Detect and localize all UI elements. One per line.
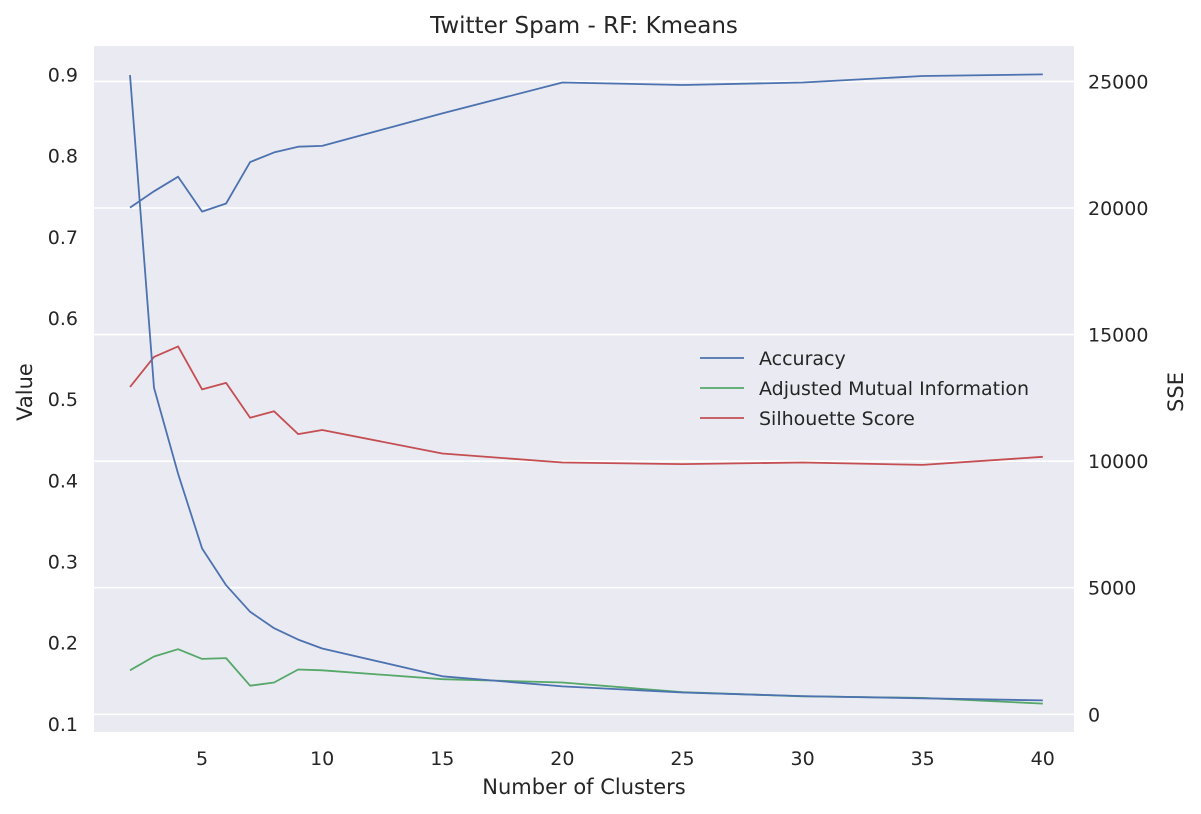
y-tick-label: 0.9 xyxy=(48,64,78,86)
x-tick-label: 10 xyxy=(310,748,334,770)
x-tick-label: 30 xyxy=(790,748,814,770)
x-tick-label: 5 xyxy=(196,748,208,770)
legend-entry-silhouette-score: Silhouette Score xyxy=(759,408,915,430)
series-line-silhouette-score xyxy=(129,345,1043,466)
y2-tick-labels: 0 5000 10000 15000 20000 25000 xyxy=(1088,71,1148,726)
gridlines xyxy=(94,80,1074,716)
y2-tick-label: 5000 xyxy=(1088,578,1136,600)
y2-tick-label: 20000 xyxy=(1088,198,1148,220)
x-tick-label: 15 xyxy=(430,748,454,770)
y-tick-label: 0.2 xyxy=(48,633,78,655)
legend-entry-accuracy: Accuracy xyxy=(759,348,846,370)
y-tick-label: 0.4 xyxy=(48,470,78,492)
x-tick-label: 20 xyxy=(550,748,574,770)
x-tick-label: 40 xyxy=(1031,748,1055,770)
y-axis-label: Value xyxy=(13,363,37,421)
legend: Accuracy Adjusted Mutual Information Silho… xyxy=(700,348,1029,430)
y2-tick-label: 10000 xyxy=(1088,451,1148,473)
x-tick-label: 35 xyxy=(911,748,935,770)
x-tick-labels: 5 10 15 20 25 30 35 40 xyxy=(196,748,1055,770)
y-tick-label: 0.8 xyxy=(48,146,78,168)
y-tick-labels: 0.1 0.2 0.3 0.4 0.5 0.6 0.7 0.8 0.9 xyxy=(48,64,78,735)
series-lines xyxy=(129,73,1043,705)
y-tick-label: 0.6 xyxy=(48,308,78,330)
y-tick-label: 0.1 xyxy=(48,714,78,736)
y-tick-label: 0.5 xyxy=(48,389,78,411)
legend-entry-adjusted-mutual-information: Adjusted Mutual Information xyxy=(759,378,1029,400)
y2-tick-label: 15000 xyxy=(1088,325,1148,347)
chart-title: Twitter Spam - RF: Kmeans xyxy=(429,13,738,39)
y-tick-label: 0.3 xyxy=(48,552,78,574)
y2-tick-label: 25000 xyxy=(1088,71,1148,93)
y2-axis-label: SSE xyxy=(1164,372,1188,412)
series-line-accuracy xyxy=(129,73,1043,213)
series-line-sse xyxy=(129,75,1043,702)
y-tick-label: 0.7 xyxy=(48,227,78,249)
x-tick-label: 25 xyxy=(670,748,694,770)
x-axis-label: Number of Clusters xyxy=(482,775,685,799)
y2-tick-label: 0 xyxy=(1088,704,1100,726)
